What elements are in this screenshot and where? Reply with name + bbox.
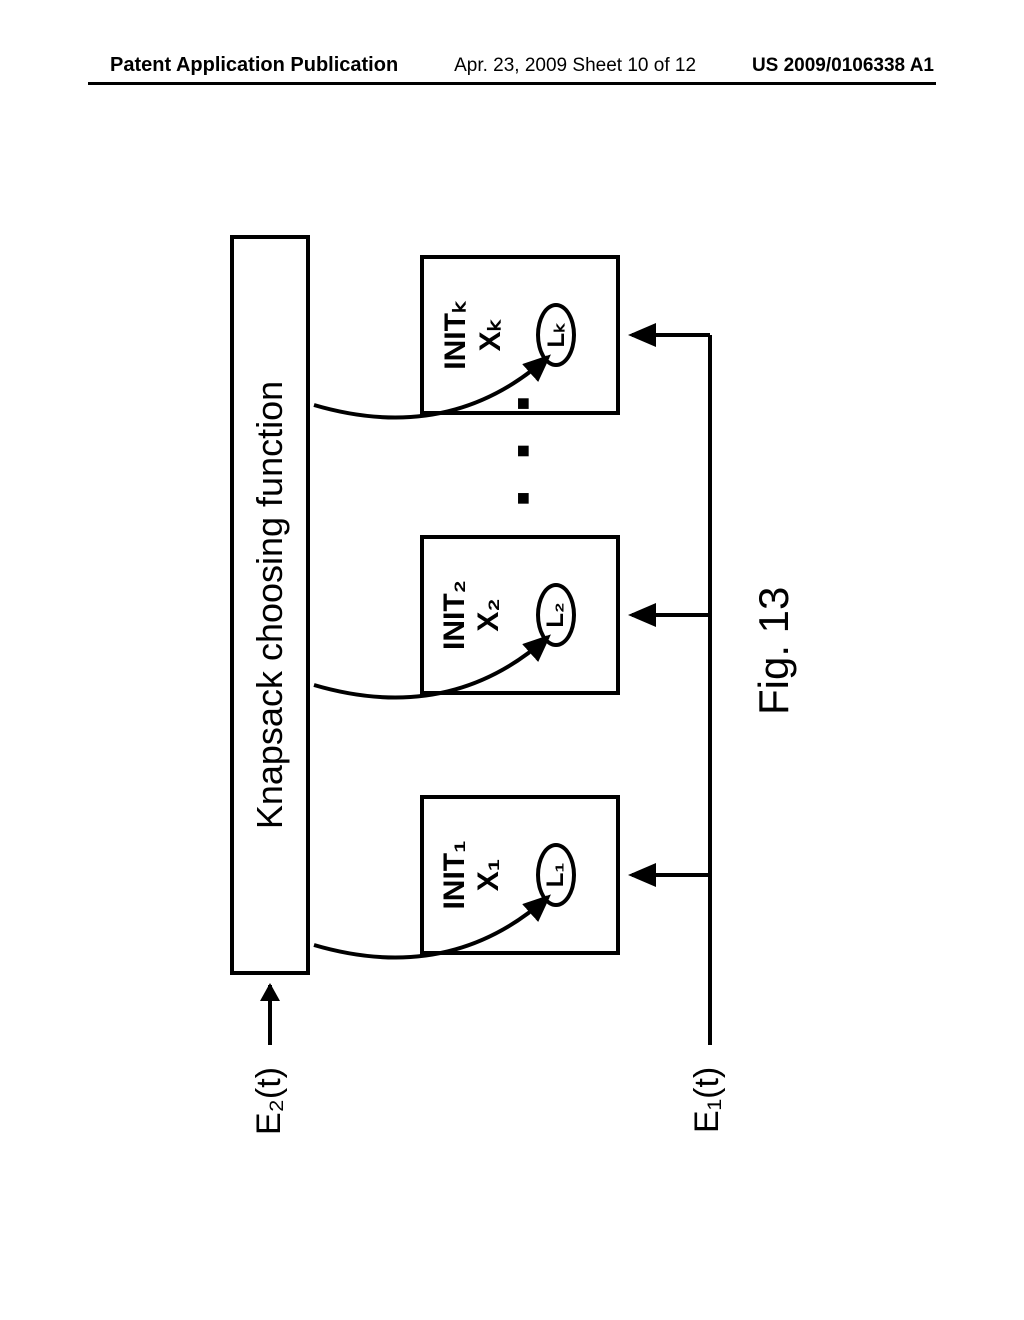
init-box-1: INIT₁ X₁ L₁ <box>420 795 620 955</box>
page-header: Patent Application Publication Apr. 23, … <box>0 54 1024 77</box>
l-oval-1: L₁ <box>536 843 576 907</box>
init-label-2: INIT₂ <box>438 539 472 691</box>
figure-inner: E₂(t) Knapsack choosing function INIT₁ X… <box>190 205 830 1145</box>
header-rule <box>88 82 936 85</box>
init-box-2: INIT₂ X₂ L₂ <box>420 535 620 695</box>
l-oval-k: Lₖ <box>536 303 576 367</box>
l-label-1: L₁ <box>542 863 570 888</box>
init-label-1: INIT₁ <box>438 799 472 951</box>
figure-caption: Fig. 13 <box>750 587 798 715</box>
header-right-text: US 2009/0106338 A1 <box>752 55 934 77</box>
header-center-text: Apr. 23, 2009 Sheet 10 of 12 <box>454 55 696 77</box>
e2-arrow <box>268 985 272 1045</box>
init-box-k: INITₖ Xₖ Lₖ <box>420 255 620 415</box>
x-label-2: X₂ <box>472 539 506 691</box>
l-label-2: L₂ <box>542 602 570 627</box>
knapsack-box: Knapsack choosing function <box>230 235 310 975</box>
header-left-text: Patent Application Publication <box>110 54 398 77</box>
x-label-1: X₁ <box>472 799 506 951</box>
e1-input-label: E₁(t) <box>688 1067 727 1133</box>
init-label-k: INITₖ <box>438 259 473 411</box>
x-label-k: Xₖ <box>473 259 508 411</box>
e2-input-label: E₂(t) <box>250 1067 289 1135</box>
knapsack-label: Knapsack choosing function <box>249 381 291 829</box>
figure-area: E₂(t) Knapsack choosing function INIT₁ X… <box>0 285 1024 1065</box>
l-label-k: Lₖ <box>542 323 571 348</box>
l-oval-2: L₂ <box>536 583 576 647</box>
